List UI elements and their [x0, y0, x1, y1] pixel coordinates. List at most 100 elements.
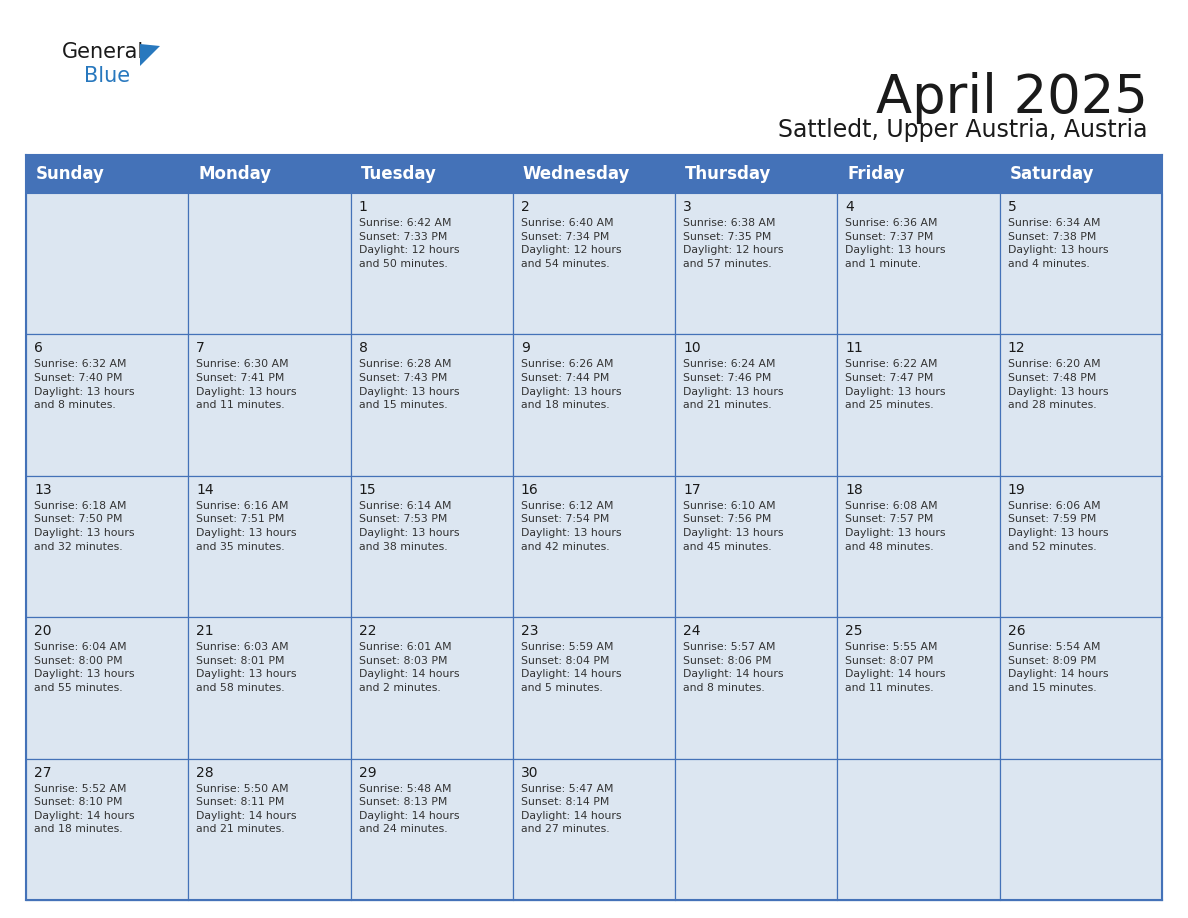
Text: 26: 26	[1007, 624, 1025, 638]
Text: Sunrise: 5:59 AM
Sunset: 8:04 PM
Daylight: 14 hours
and 5 minutes.: Sunrise: 5:59 AM Sunset: 8:04 PM Dayligh…	[520, 643, 621, 693]
Bar	[188, 758, 350, 900]
Text: Tuesday: Tuesday	[361, 165, 436, 183]
Text: 1: 1	[359, 200, 367, 214]
Text: Sunrise: 6:04 AM
Sunset: 8:00 PM
Daylight: 13 hours
and 55 minutes.: Sunrise: 6:04 AM Sunset: 8:00 PM Dayligh…	[34, 643, 134, 693]
Bar	[26, 334, 188, 476]
Bar	[675, 334, 838, 476]
Text: 22: 22	[359, 624, 377, 638]
Text: Sunrise: 6:38 AM
Sunset: 7:35 PM
Daylight: 12 hours
and 57 minutes.: Sunrise: 6:38 AM Sunset: 7:35 PM Dayligh…	[683, 218, 784, 269]
Bar	[675, 193, 838, 334]
Text: Sunrise: 6:24 AM
Sunset: 7:46 PM
Daylight: 13 hours
and 21 minutes.: Sunrise: 6:24 AM Sunset: 7:46 PM Dayligh…	[683, 360, 784, 410]
Text: Sunrise: 5:48 AM
Sunset: 8:13 PM
Daylight: 14 hours
and 24 minutes.: Sunrise: 5:48 AM Sunset: 8:13 PM Dayligh…	[359, 784, 459, 834]
Text: 23: 23	[520, 624, 538, 638]
Text: 16: 16	[520, 483, 538, 497]
Text: 6: 6	[34, 341, 43, 355]
Text: 15: 15	[359, 483, 377, 497]
Bar	[675, 758, 838, 900]
Bar	[675, 476, 838, 617]
Text: 29: 29	[359, 766, 377, 779]
Text: Sunrise: 6:36 AM
Sunset: 7:37 PM
Daylight: 13 hours
and 1 minute.: Sunrise: 6:36 AM Sunset: 7:37 PM Dayligh…	[846, 218, 946, 269]
Bar	[838, 758, 1000, 900]
Text: General: General	[62, 42, 144, 62]
Text: Saturday: Saturday	[1010, 165, 1094, 183]
Text: Sunday: Sunday	[36, 165, 105, 183]
Text: 9: 9	[520, 341, 530, 355]
Bar	[513, 334, 675, 476]
Bar	[350, 758, 513, 900]
Bar	[188, 476, 350, 617]
Text: Sunrise: 6:16 AM
Sunset: 7:51 PM
Daylight: 13 hours
and 35 minutes.: Sunrise: 6:16 AM Sunset: 7:51 PM Dayligh…	[196, 501, 297, 552]
Text: 12: 12	[1007, 341, 1025, 355]
Text: Sunrise: 5:54 AM
Sunset: 8:09 PM
Daylight: 14 hours
and 15 minutes.: Sunrise: 5:54 AM Sunset: 8:09 PM Dayligh…	[1007, 643, 1108, 693]
Bar	[838, 334, 1000, 476]
Bar	[838, 193, 1000, 334]
Text: Sunrise: 6:40 AM
Sunset: 7:34 PM
Daylight: 12 hours
and 54 minutes.: Sunrise: 6:40 AM Sunset: 7:34 PM Dayligh…	[520, 218, 621, 269]
Text: Sattledt, Upper Austria, Austria: Sattledt, Upper Austria, Austria	[778, 118, 1148, 142]
Text: 18: 18	[846, 483, 864, 497]
Text: Sunrise: 6:20 AM
Sunset: 7:48 PM
Daylight: 13 hours
and 28 minutes.: Sunrise: 6:20 AM Sunset: 7:48 PM Dayligh…	[1007, 360, 1108, 410]
Text: Sunrise: 5:57 AM
Sunset: 8:06 PM
Daylight: 14 hours
and 8 minutes.: Sunrise: 5:57 AM Sunset: 8:06 PM Dayligh…	[683, 643, 784, 693]
Text: 27: 27	[34, 766, 51, 779]
Text: 20: 20	[34, 624, 51, 638]
Bar	[1000, 758, 1162, 900]
Text: Sunrise: 6:26 AM
Sunset: 7:44 PM
Daylight: 13 hours
and 18 minutes.: Sunrise: 6:26 AM Sunset: 7:44 PM Dayligh…	[520, 360, 621, 410]
Bar	[350, 193, 513, 334]
Bar	[350, 617, 513, 758]
Text: Monday: Monday	[198, 165, 271, 183]
Bar	[1000, 334, 1162, 476]
Bar	[1000, 617, 1162, 758]
Bar	[188, 617, 350, 758]
Text: 17: 17	[683, 483, 701, 497]
Text: 7: 7	[196, 341, 206, 355]
Text: Sunrise: 6:22 AM
Sunset: 7:47 PM
Daylight: 13 hours
and 25 minutes.: Sunrise: 6:22 AM Sunset: 7:47 PM Dayligh…	[846, 360, 946, 410]
Bar	[350, 476, 513, 617]
Bar	[513, 193, 675, 334]
Text: Sunrise: 6:32 AM
Sunset: 7:40 PM
Daylight: 13 hours
and 8 minutes.: Sunrise: 6:32 AM Sunset: 7:40 PM Dayligh…	[34, 360, 134, 410]
Text: Sunrise: 6:42 AM
Sunset: 7:33 PM
Daylight: 12 hours
and 50 minutes.: Sunrise: 6:42 AM Sunset: 7:33 PM Dayligh…	[359, 218, 459, 269]
Bar	[26, 155, 1162, 193]
Text: 21: 21	[196, 624, 214, 638]
Text: Sunrise: 6:06 AM
Sunset: 7:59 PM
Daylight: 13 hours
and 52 minutes.: Sunrise: 6:06 AM Sunset: 7:59 PM Dayligh…	[1007, 501, 1108, 552]
Bar	[513, 758, 675, 900]
Text: Sunrise: 6:34 AM
Sunset: 7:38 PM
Daylight: 13 hours
and 4 minutes.: Sunrise: 6:34 AM Sunset: 7:38 PM Dayligh…	[1007, 218, 1108, 269]
Text: Sunrise: 6:12 AM
Sunset: 7:54 PM
Daylight: 13 hours
and 42 minutes.: Sunrise: 6:12 AM Sunset: 7:54 PM Dayligh…	[520, 501, 621, 552]
Text: 4: 4	[846, 200, 854, 214]
Text: 25: 25	[846, 624, 862, 638]
Text: Sunrise: 6:03 AM
Sunset: 8:01 PM
Daylight: 13 hours
and 58 minutes.: Sunrise: 6:03 AM Sunset: 8:01 PM Dayligh…	[196, 643, 297, 693]
Text: 24: 24	[683, 624, 701, 638]
Text: 30: 30	[520, 766, 538, 779]
Text: April 2025: April 2025	[876, 72, 1148, 124]
Bar	[513, 476, 675, 617]
Text: Sunrise: 6:30 AM
Sunset: 7:41 PM
Daylight: 13 hours
and 11 minutes.: Sunrise: 6:30 AM Sunset: 7:41 PM Dayligh…	[196, 360, 297, 410]
Bar	[838, 617, 1000, 758]
Text: Sunrise: 5:50 AM
Sunset: 8:11 PM
Daylight: 14 hours
and 21 minutes.: Sunrise: 5:50 AM Sunset: 8:11 PM Dayligh…	[196, 784, 297, 834]
Text: Friday: Friday	[847, 165, 905, 183]
Text: Wednesday: Wednesday	[523, 165, 630, 183]
Text: 8: 8	[359, 341, 367, 355]
Bar	[26, 758, 188, 900]
Bar	[838, 476, 1000, 617]
Bar	[1000, 476, 1162, 617]
Text: 11: 11	[846, 341, 864, 355]
Text: 3: 3	[683, 200, 691, 214]
Text: 14: 14	[196, 483, 214, 497]
Text: Thursday: Thursday	[685, 165, 771, 183]
Text: 5: 5	[1007, 200, 1017, 214]
Text: Sunrise: 6:14 AM
Sunset: 7:53 PM
Daylight: 13 hours
and 38 minutes.: Sunrise: 6:14 AM Sunset: 7:53 PM Dayligh…	[359, 501, 459, 552]
Text: 19: 19	[1007, 483, 1025, 497]
Bar	[350, 334, 513, 476]
Text: Sunrise: 6:28 AM
Sunset: 7:43 PM
Daylight: 13 hours
and 15 minutes.: Sunrise: 6:28 AM Sunset: 7:43 PM Dayligh…	[359, 360, 459, 410]
Bar	[188, 334, 350, 476]
Bar	[26, 193, 188, 334]
Bar	[1000, 193, 1162, 334]
Bar	[26, 476, 188, 617]
Text: 10: 10	[683, 341, 701, 355]
Bar	[675, 617, 838, 758]
Text: Sunrise: 6:08 AM
Sunset: 7:57 PM
Daylight: 13 hours
and 48 minutes.: Sunrise: 6:08 AM Sunset: 7:57 PM Dayligh…	[846, 501, 946, 552]
Bar	[513, 617, 675, 758]
Text: Sunrise: 5:52 AM
Sunset: 8:10 PM
Daylight: 14 hours
and 18 minutes.: Sunrise: 5:52 AM Sunset: 8:10 PM Dayligh…	[34, 784, 134, 834]
Text: 28: 28	[196, 766, 214, 779]
Text: Sunrise: 5:47 AM
Sunset: 8:14 PM
Daylight: 14 hours
and 27 minutes.: Sunrise: 5:47 AM Sunset: 8:14 PM Dayligh…	[520, 784, 621, 834]
Bar	[188, 193, 350, 334]
Text: 2: 2	[520, 200, 530, 214]
